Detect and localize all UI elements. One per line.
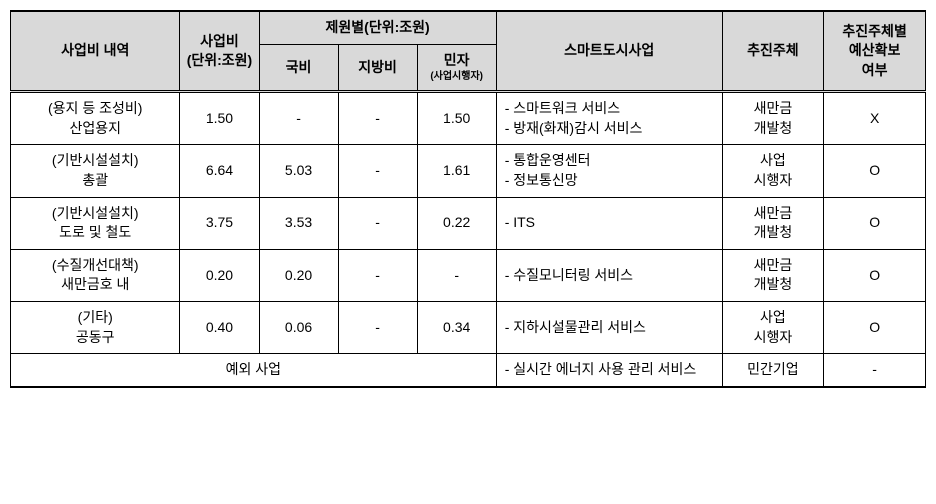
table-row: (기타)공동구 0.40 0.06 - 0.34 - 지하시설물관리 서비스 사… [11, 301, 926, 353]
cell-smart: - 통합운영센터- 정보통신망 [496, 145, 722, 197]
cell-desc: (용지 등 조성비)산업용지 [11, 92, 180, 145]
cell-local: - [338, 197, 417, 249]
cell-smart: - 지하시설물관리 서비스 [496, 301, 722, 353]
header-private-label: 민자 [444, 52, 470, 68]
cell-private: 1.61 [417, 145, 496, 197]
cell-smart: - ITS [496, 197, 722, 249]
table-row: (수질개선대책)새만금호 내 0.20 0.20 - - - 수질모니터링 서비… [11, 249, 926, 301]
cell-local: - [338, 92, 417, 145]
header-desc: 사업비 내역 [11, 11, 180, 92]
table-row: (기반시설설치)도로 및 철도 3.75 3.53 - 0.22 - ITS 새… [11, 197, 926, 249]
cell-budget: O [824, 145, 926, 197]
cell-desc: (기반시설설치)총괄 [11, 145, 180, 197]
cell-smart: - 수질모니터링 서비스 [496, 249, 722, 301]
cell-local: - [338, 249, 417, 301]
cell-private: - [417, 249, 496, 301]
cell-desc: (기타)공동구 [11, 301, 180, 353]
cell-national: 0.06 [259, 301, 338, 353]
table-header: 사업비 내역 사업비(단위:조원) 제원별(단위:조원) 스마트도시사업 추진주… [11, 11, 926, 92]
cell-agent: 사업시행자 [722, 301, 824, 353]
cell-agent: 사업시행자 [722, 145, 824, 197]
cell-budget: X [824, 92, 926, 145]
cell-private: 0.22 [417, 197, 496, 249]
cell-cost: 0.20 [180, 249, 259, 301]
cell-agent: 새만금개발청 [722, 249, 824, 301]
cell-budget: O [824, 301, 926, 353]
header-budget: 추진주체별예산확보여부 [824, 11, 926, 92]
header-smart: 스마트도시사업 [496, 11, 722, 92]
header-local: 지방비 [338, 44, 417, 92]
cell-desc: (기반시설설치)도로 및 철도 [11, 197, 180, 249]
cell-national: 3.53 [259, 197, 338, 249]
header-source-group: 제원별(단위:조원) [259, 11, 496, 44]
cell-national: - [259, 92, 338, 145]
cell-exception-budget: - [824, 354, 926, 387]
header-private-sub: (사업시행자) [422, 70, 492, 84]
cell-desc: (수질개선대책)새만금호 내 [11, 249, 180, 301]
cell-private: 1.50 [417, 92, 496, 145]
cell-local: - [338, 301, 417, 353]
cell-budget: O [824, 197, 926, 249]
budget-table: 사업비 내역 사업비(단위:조원) 제원별(단위:조원) 스마트도시사업 추진주… [10, 10, 926, 388]
exception-row: 예외 사업 - 실시간 에너지 사용 관리 서비스 민간기업 - [11, 354, 926, 387]
table-row: (기반시설설치)총괄 6.64 5.03 - 1.61 - 통합운영센터- 정보… [11, 145, 926, 197]
cell-exception-smart: - 실시간 에너지 사용 관리 서비스 [496, 354, 722, 387]
header-cost: 사업비(단위:조원) [180, 11, 259, 92]
cell-cost: 1.50 [180, 92, 259, 145]
cell-agent: 새만금개발청 [722, 92, 824, 145]
header-national: 국비 [259, 44, 338, 92]
cell-cost: 3.75 [180, 197, 259, 249]
cell-national: 0.20 [259, 249, 338, 301]
cell-agent: 새만금개발청 [722, 197, 824, 249]
table-row: (용지 등 조성비)산업용지 1.50 - - 1.50 - 스마트워크 서비스… [11, 92, 926, 145]
header-private: 민자 (사업시행자) [417, 44, 496, 92]
cell-smart: - 스마트워크 서비스- 방재(화재)감시 서비스 [496, 92, 722, 145]
cell-exception-agent: 민간기업 [722, 354, 824, 387]
cell-cost: 0.40 [180, 301, 259, 353]
table-body: (용지 등 조성비)산업용지 1.50 - - 1.50 - 스마트워크 서비스… [11, 92, 926, 387]
cell-local: - [338, 145, 417, 197]
header-agent: 추진주체 [722, 11, 824, 92]
cell-exception-desc: 예외 사업 [11, 354, 497, 387]
cell-private: 0.34 [417, 301, 496, 353]
cell-national: 5.03 [259, 145, 338, 197]
cell-budget: O [824, 249, 926, 301]
cell-cost: 6.64 [180, 145, 259, 197]
